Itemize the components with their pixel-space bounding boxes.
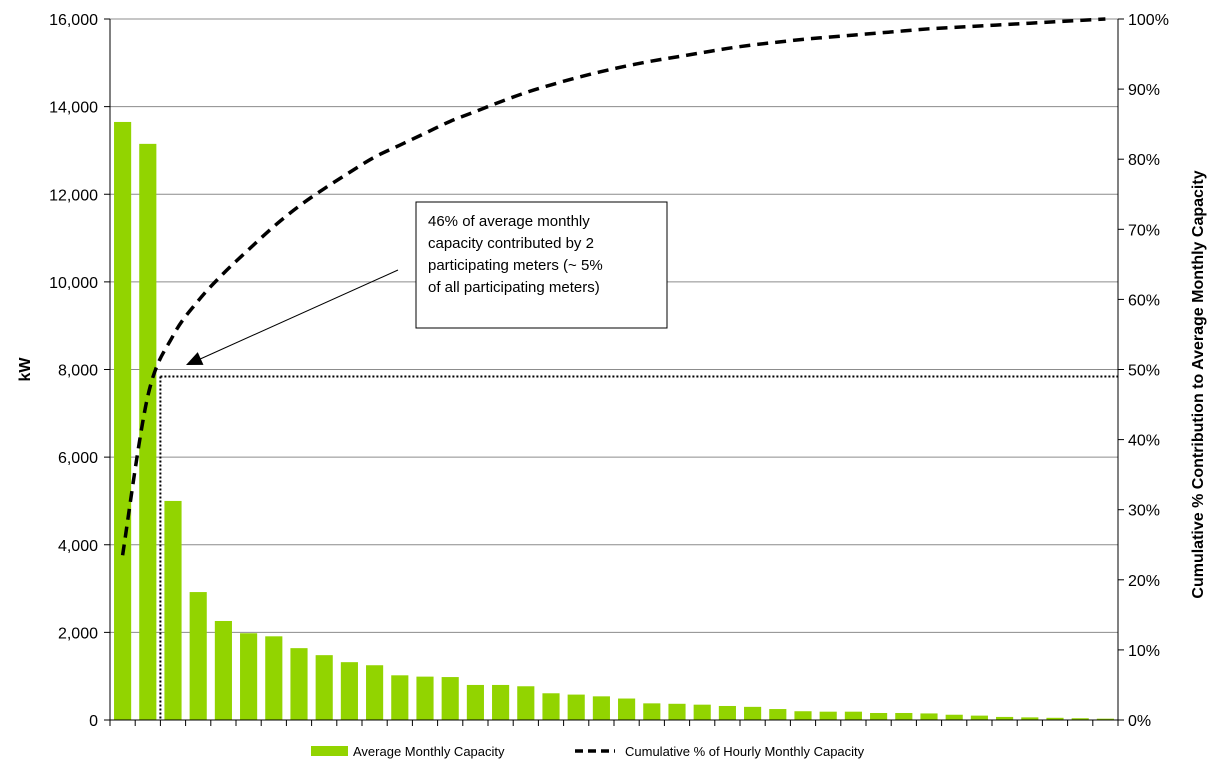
right-tick-label: 0% — [1128, 713, 1151, 730]
cumulative-line-series — [120, 17, 1106, 556]
bar — [315, 655, 333, 720]
bar — [592, 696, 610, 720]
callout-arrowhead — [186, 352, 204, 365]
bar — [1071, 718, 1089, 720]
bar — [870, 712, 888, 720]
left-tick-label: 12,000 — [49, 187, 98, 204]
bar — [718, 705, 736, 720]
right-tick-label: 100% — [1128, 12, 1169, 29]
bar — [214, 620, 232, 720]
bar — [819, 711, 837, 720]
bar — [1046, 717, 1064, 720]
right-tick-label: 40% — [1128, 433, 1160, 450]
bar — [744, 706, 762, 720]
bar — [970, 715, 988, 720]
bar — [416, 676, 434, 720]
bar — [391, 675, 409, 720]
left-tick-label: 4,000 — [58, 538, 98, 555]
bar — [618, 698, 636, 720]
bar — [164, 500, 182, 720]
callout-box — [415, 201, 668, 329]
bar — [114, 121, 132, 721]
bar — [441, 677, 459, 720]
bar — [542, 693, 560, 720]
legend-swatch-bar — [311, 746, 348, 756]
left-tick-label: 0 — [89, 713, 98, 730]
bar — [920, 713, 938, 720]
bar — [139, 143, 157, 721]
bar — [466, 684, 484, 720]
reference-lines — [159, 375, 1118, 720]
axes — [109, 19, 1119, 726]
left-tick-label: 14,000 — [49, 100, 98, 117]
bar — [189, 592, 207, 720]
bar — [945, 714, 963, 720]
right-tick-label: 90% — [1128, 82, 1160, 99]
bar — [769, 709, 787, 720]
legend-label-line: Cumulative % of Hourly Monthly Capacity — [625, 744, 865, 759]
right-tick-label: 80% — [1128, 152, 1160, 169]
bar — [895, 712, 913, 720]
bar — [517, 686, 535, 720]
bar — [668, 703, 686, 720]
callout-line: 46% of average monthly — [428, 213, 590, 230]
left-tick-label: 16,000 — [49, 12, 98, 29]
bar — [794, 711, 812, 720]
bar — [1096, 718, 1114, 720]
callout-annotation: 46% of average monthly capacity contribu… — [186, 201, 668, 365]
left-tick-label: 8,000 — [58, 363, 98, 380]
right-tick-label: 70% — [1128, 222, 1160, 239]
right-tick-label: 20% — [1128, 573, 1160, 590]
right-axis-title: Cumulative % Contribution to Average Mon… — [1190, 170, 1207, 598]
left-tick-label: 10,000 — [49, 275, 98, 292]
callout-arrow — [197, 269, 399, 361]
callout-line: of all participating meters) — [428, 279, 600, 296]
callout-line: capacity contributed by 2 — [428, 235, 594, 252]
right-axis-ticks: 0% 10% 20% 30% 40% 50% 60% 70% 80% 90% 100% — [1118, 12, 1169, 730]
legend-label-bar: Average Monthly Capacity — [353, 744, 505, 759]
bar — [844, 711, 862, 720]
bar — [643, 703, 661, 720]
legend: Average Monthly Capacity Cumulative % of… — [311, 744, 865, 759]
left-tick-label: 6,000 — [58, 450, 98, 467]
bar — [366, 665, 384, 720]
left-tick-label: 2,000 — [58, 625, 98, 642]
bar-series — [114, 121, 1114, 721]
bar — [693, 704, 711, 720]
bar — [996, 716, 1014, 720]
cumulative-line — [120, 17, 1106, 556]
right-tick-label: 10% — [1128, 643, 1160, 660]
right-tick-label: 60% — [1128, 292, 1160, 309]
bar — [340, 662, 358, 720]
left-axis-title: kW — [17, 357, 34, 382]
right-tick-label: 50% — [1128, 363, 1160, 380]
bar — [265, 636, 283, 720]
bar — [290, 648, 308, 720]
bar — [240, 633, 258, 720]
bar — [1021, 717, 1039, 720]
bar — [567, 694, 585, 720]
left-axis-ticks: 0 2,000 4,000 6,000 8,000 10,000 12,000 14,000 1… — [49, 12, 110, 730]
callout-line: participating meters (~ 5% — [428, 257, 603, 274]
bar — [492, 684, 510, 720]
right-tick-label: 30% — [1128, 503, 1160, 520]
